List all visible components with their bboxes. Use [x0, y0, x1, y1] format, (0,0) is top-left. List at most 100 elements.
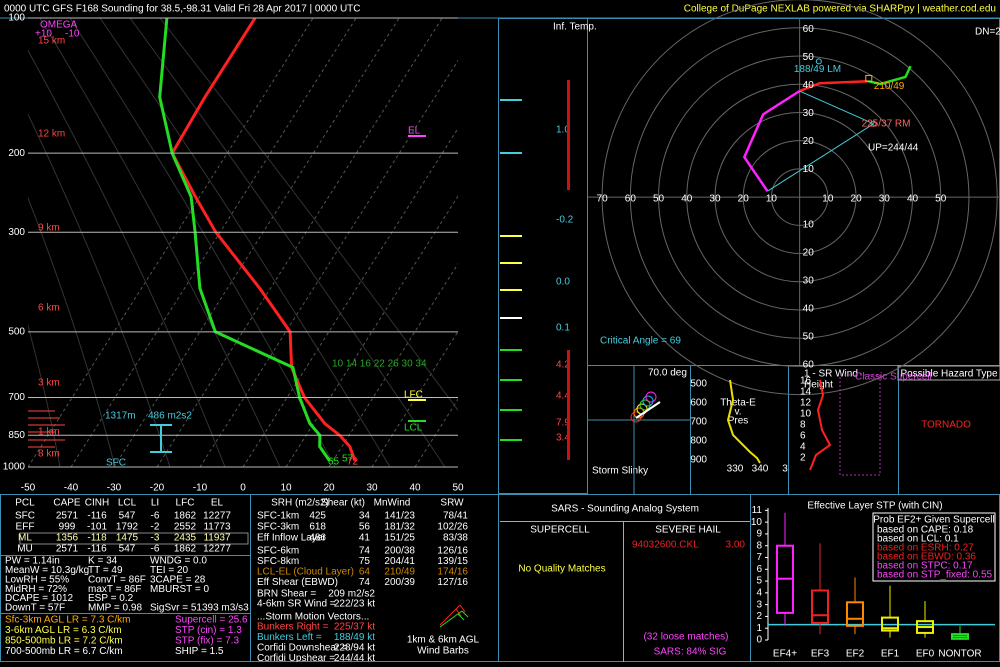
y-tick-label: 9 [756, 529, 762, 540]
dry-adiabat [28, 323, 61, 467]
y-tick-label: 40 [803, 304, 815, 315]
y-tick-label: 4 [756, 587, 762, 598]
legend-entry: based on LCL: 0.1 [877, 534, 959, 545]
panel-title: Pres [728, 416, 749, 427]
barb-glyph [439, 604, 466, 626]
y-tick-label: 200 [8, 148, 25, 159]
annotation: SFC [106, 458, 126, 469]
param-label: BRN Shear = [257, 589, 316, 600]
sars-title: SARS - Sounding Analog System [551, 504, 699, 515]
table-cell: 151/25 [384, 533, 415, 544]
y-tick-label: 5 [756, 576, 762, 587]
annotation: -10 [65, 29, 80, 40]
y-tick-label: 6 [756, 564, 762, 575]
x-tick-label: 30 [879, 194, 891, 205]
index: ESP = 0.2 [88, 593, 134, 604]
table-cell: SFC [15, 511, 35, 522]
annotation: 10 14 16 22 26 30 34 [332, 359, 427, 370]
y-tick-label: 60 [803, 360, 815, 371]
table-cell: 425 [309, 511, 326, 522]
section-header: ...Storm Motion Vectors... [257, 612, 369, 623]
isotherm [113, 18, 400, 467]
y-tick-label: 800 [690, 436, 707, 447]
x-tick-label: 330 [727, 464, 744, 475]
y-tick-label: 40 [803, 80, 815, 91]
annotation: +10 [35, 29, 52, 40]
storm-label: 210/49 [874, 81, 905, 92]
table-cell: 74 [359, 577, 371, 588]
row-label: Eff Inflow Layer [257, 533, 326, 544]
y-tick-label: 30 [803, 276, 815, 287]
hodograph-line [799, 79, 869, 93]
index: MeanW = 10.3g/kg [5, 565, 89, 576]
table-header: MnWind [374, 498, 411, 509]
annotation: 6 km [38, 303, 60, 314]
param-value: 228/94 kt [334, 643, 375, 654]
lapse-rate: 700-500mb LR = 6.7 C/km [5, 646, 123, 657]
barb-label: Wind Barbs [417, 646, 469, 657]
x-tick-label: 40 [681, 194, 693, 205]
hodograph-line [867, 65, 912, 86]
param-label: Corfidi Downshear = [257, 643, 348, 654]
x-tick-label: 20 [323, 483, 335, 494]
composite-index: SHIP = 1.5 [175, 646, 224, 657]
inferred-temp: 4.4 [556, 391, 570, 402]
index: MMP = 0.98 [88, 603, 142, 614]
inferred-bar [567, 350, 570, 460]
table-header: CINH [85, 498, 109, 509]
dry-adiabat [28, 49, 226, 467]
srwind-profile [809, 379, 832, 471]
table-header: Shear (kt) [321, 498, 365, 509]
annotation: 3 km [38, 378, 60, 389]
index: 3CAPE = 28 [150, 574, 206, 585]
x-tick-label: 20 [738, 194, 750, 205]
table-cell: 200/39 [384, 577, 415, 588]
annotation: 65 [328, 457, 340, 468]
y-tick-label: 500 [690, 379, 707, 390]
supercell-band [839, 374, 881, 476]
slinky-angle: 70.0 deg [648, 368, 687, 379]
sars-sig: SARS: 84% SIG [654, 647, 727, 658]
table-cell: 41 [359, 533, 371, 544]
storm-marker [870, 120, 877, 127]
updraft-label: UP=244/44 [868, 143, 919, 154]
table-cell: 139/15 [437, 556, 468, 567]
table-cell: 2552 [174, 522, 197, 533]
y-tick-label: 2 [800, 453, 806, 464]
table-cell: -6 [151, 511, 160, 522]
slinky-vector [635, 401, 661, 419]
table-cell: 174/16 [437, 567, 468, 578]
y-tick-label: 20 [803, 136, 815, 147]
row-label: SFC-6km [257, 546, 299, 557]
slinky-ring [639, 399, 651, 411]
annotation: 1317m [105, 411, 136, 422]
y-tick-label: 8 [800, 420, 806, 431]
lapse-rate: 850-500mb LR = 7.2 C/km [5, 636, 123, 647]
lapse-rate: Sfc-3km AGL LR = 7.3 C/km [5, 615, 131, 626]
row-label: SFC-8km [257, 556, 299, 567]
barb-glyph [439, 610, 469, 628]
annotation: 8 km [38, 449, 60, 460]
param-value: 244/44 kt [334, 653, 375, 662]
slinky-title: Storm Slinky [592, 466, 648, 477]
table-cell: 75 [359, 556, 371, 567]
y-tick-label: 2 [756, 611, 762, 622]
table-cell: 2435 [174, 533, 197, 544]
index: TEI = 20 [150, 565, 189, 576]
x-tick-label: -30 [107, 483, 122, 494]
table-cell: ML [18, 533, 32, 544]
inferred-temp: 7.9 [556, 418, 570, 429]
table-cell: 126/16 [437, 546, 468, 557]
sars-header: SEVERE HAIL [655, 525, 721, 536]
index: maxT = 86F [88, 584, 141, 595]
y-tick-label: 16 [800, 376, 812, 387]
box [881, 616, 899, 632]
table-cell: 999 [59, 522, 76, 533]
table-cell: 78/41 [443, 511, 468, 522]
table-cell: 74 [359, 546, 371, 557]
y-tick-label: 300 [8, 227, 25, 238]
index: PW = 1.14in [5, 556, 60, 567]
x-tick-label: 0 [240, 483, 246, 494]
table-cell: 210/49 [384, 567, 415, 578]
